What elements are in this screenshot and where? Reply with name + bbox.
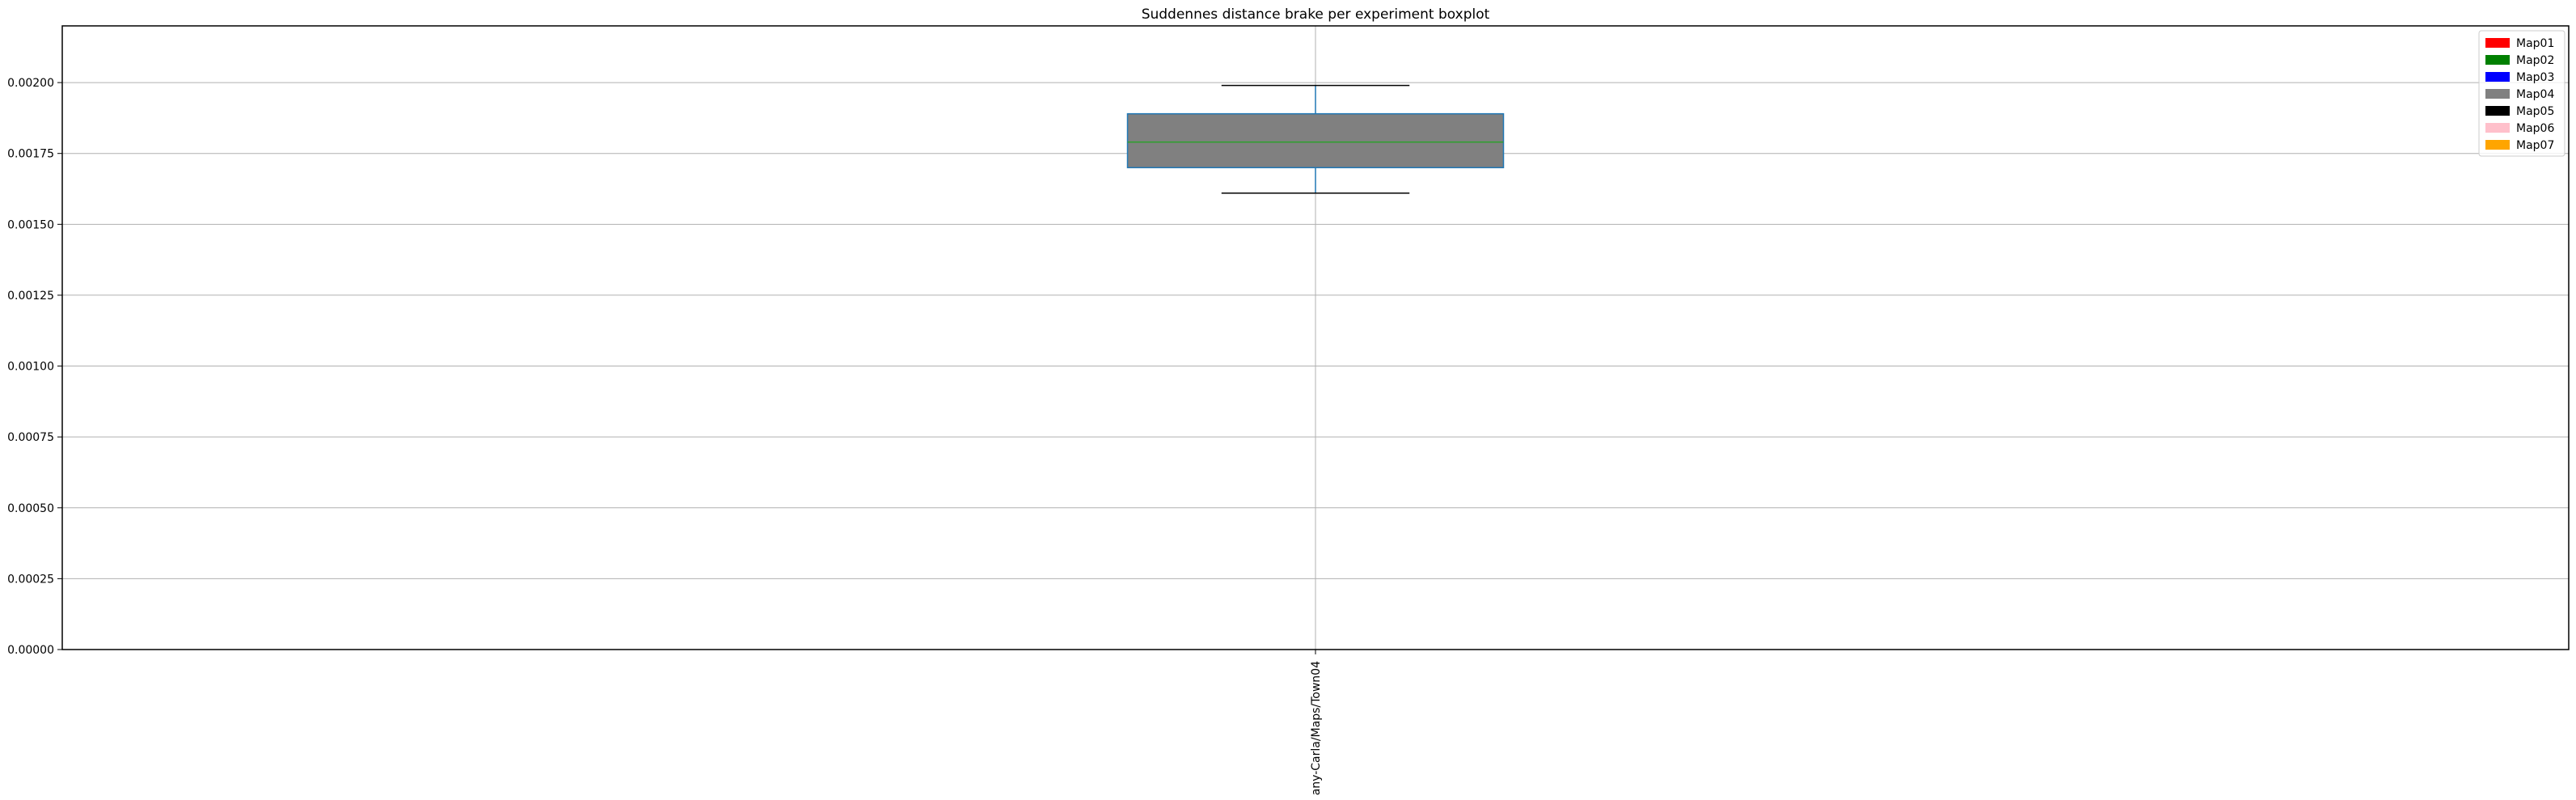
legend-swatch (2485, 55, 2510, 65)
y-tick-label: 0.00125 (7, 290, 54, 303)
y-tick-label: 0.00200 (7, 77, 54, 90)
boxes (1126, 84, 1505, 194)
legend-swatch (2485, 106, 2510, 116)
legend-label: Map05 (2516, 105, 2554, 118)
legend-label: Map03 (2516, 71, 2554, 84)
legend-label: Map04 (2516, 88, 2554, 101)
legend-swatch (2485, 140, 2510, 150)
x-axis: any-Carla/Maps/Town04 (1310, 650, 1323, 795)
y-axis: 0.00000 0.00025 0.00050 0.00075 0.00100 0.001… (7, 77, 62, 657)
legend-label: Map06 (2516, 122, 2554, 135)
y-tick-label: 0.00075 (7, 431, 54, 444)
y-tick-label: 0.00025 (7, 573, 54, 586)
y-tick-label: 0.00100 (7, 361, 54, 374)
x-tick-label: any-Carla/Maps/Town04 (1310, 661, 1323, 795)
plot-frame (61, 25, 2570, 650)
box-iqr (1126, 112, 1505, 168)
legend-label: Map07 (2516, 139, 2554, 152)
y-tick-label: 0.00000 (7, 644, 54, 657)
legend-swatch (2485, 38, 2510, 48)
legend-swatch (2485, 123, 2510, 133)
legend-swatch (2485, 89, 2510, 99)
grid-lines (62, 26, 2569, 650)
y-tick-label: 0.00150 (7, 218, 54, 231)
y-tick-label: 0.00175 (7, 148, 54, 161)
chart-title: Suddennes distance brake per experiment … (1142, 6, 1490, 23)
legend-label: Map01 (2516, 37, 2554, 50)
legend-label: Map02 (2516, 54, 2554, 67)
legend: Map01 Map02 Map03 Map04 Map05 Map06 Map07 (2478, 30, 2565, 157)
legend-swatch (2485, 72, 2510, 82)
y-tick-label: 0.00050 (7, 502, 54, 515)
